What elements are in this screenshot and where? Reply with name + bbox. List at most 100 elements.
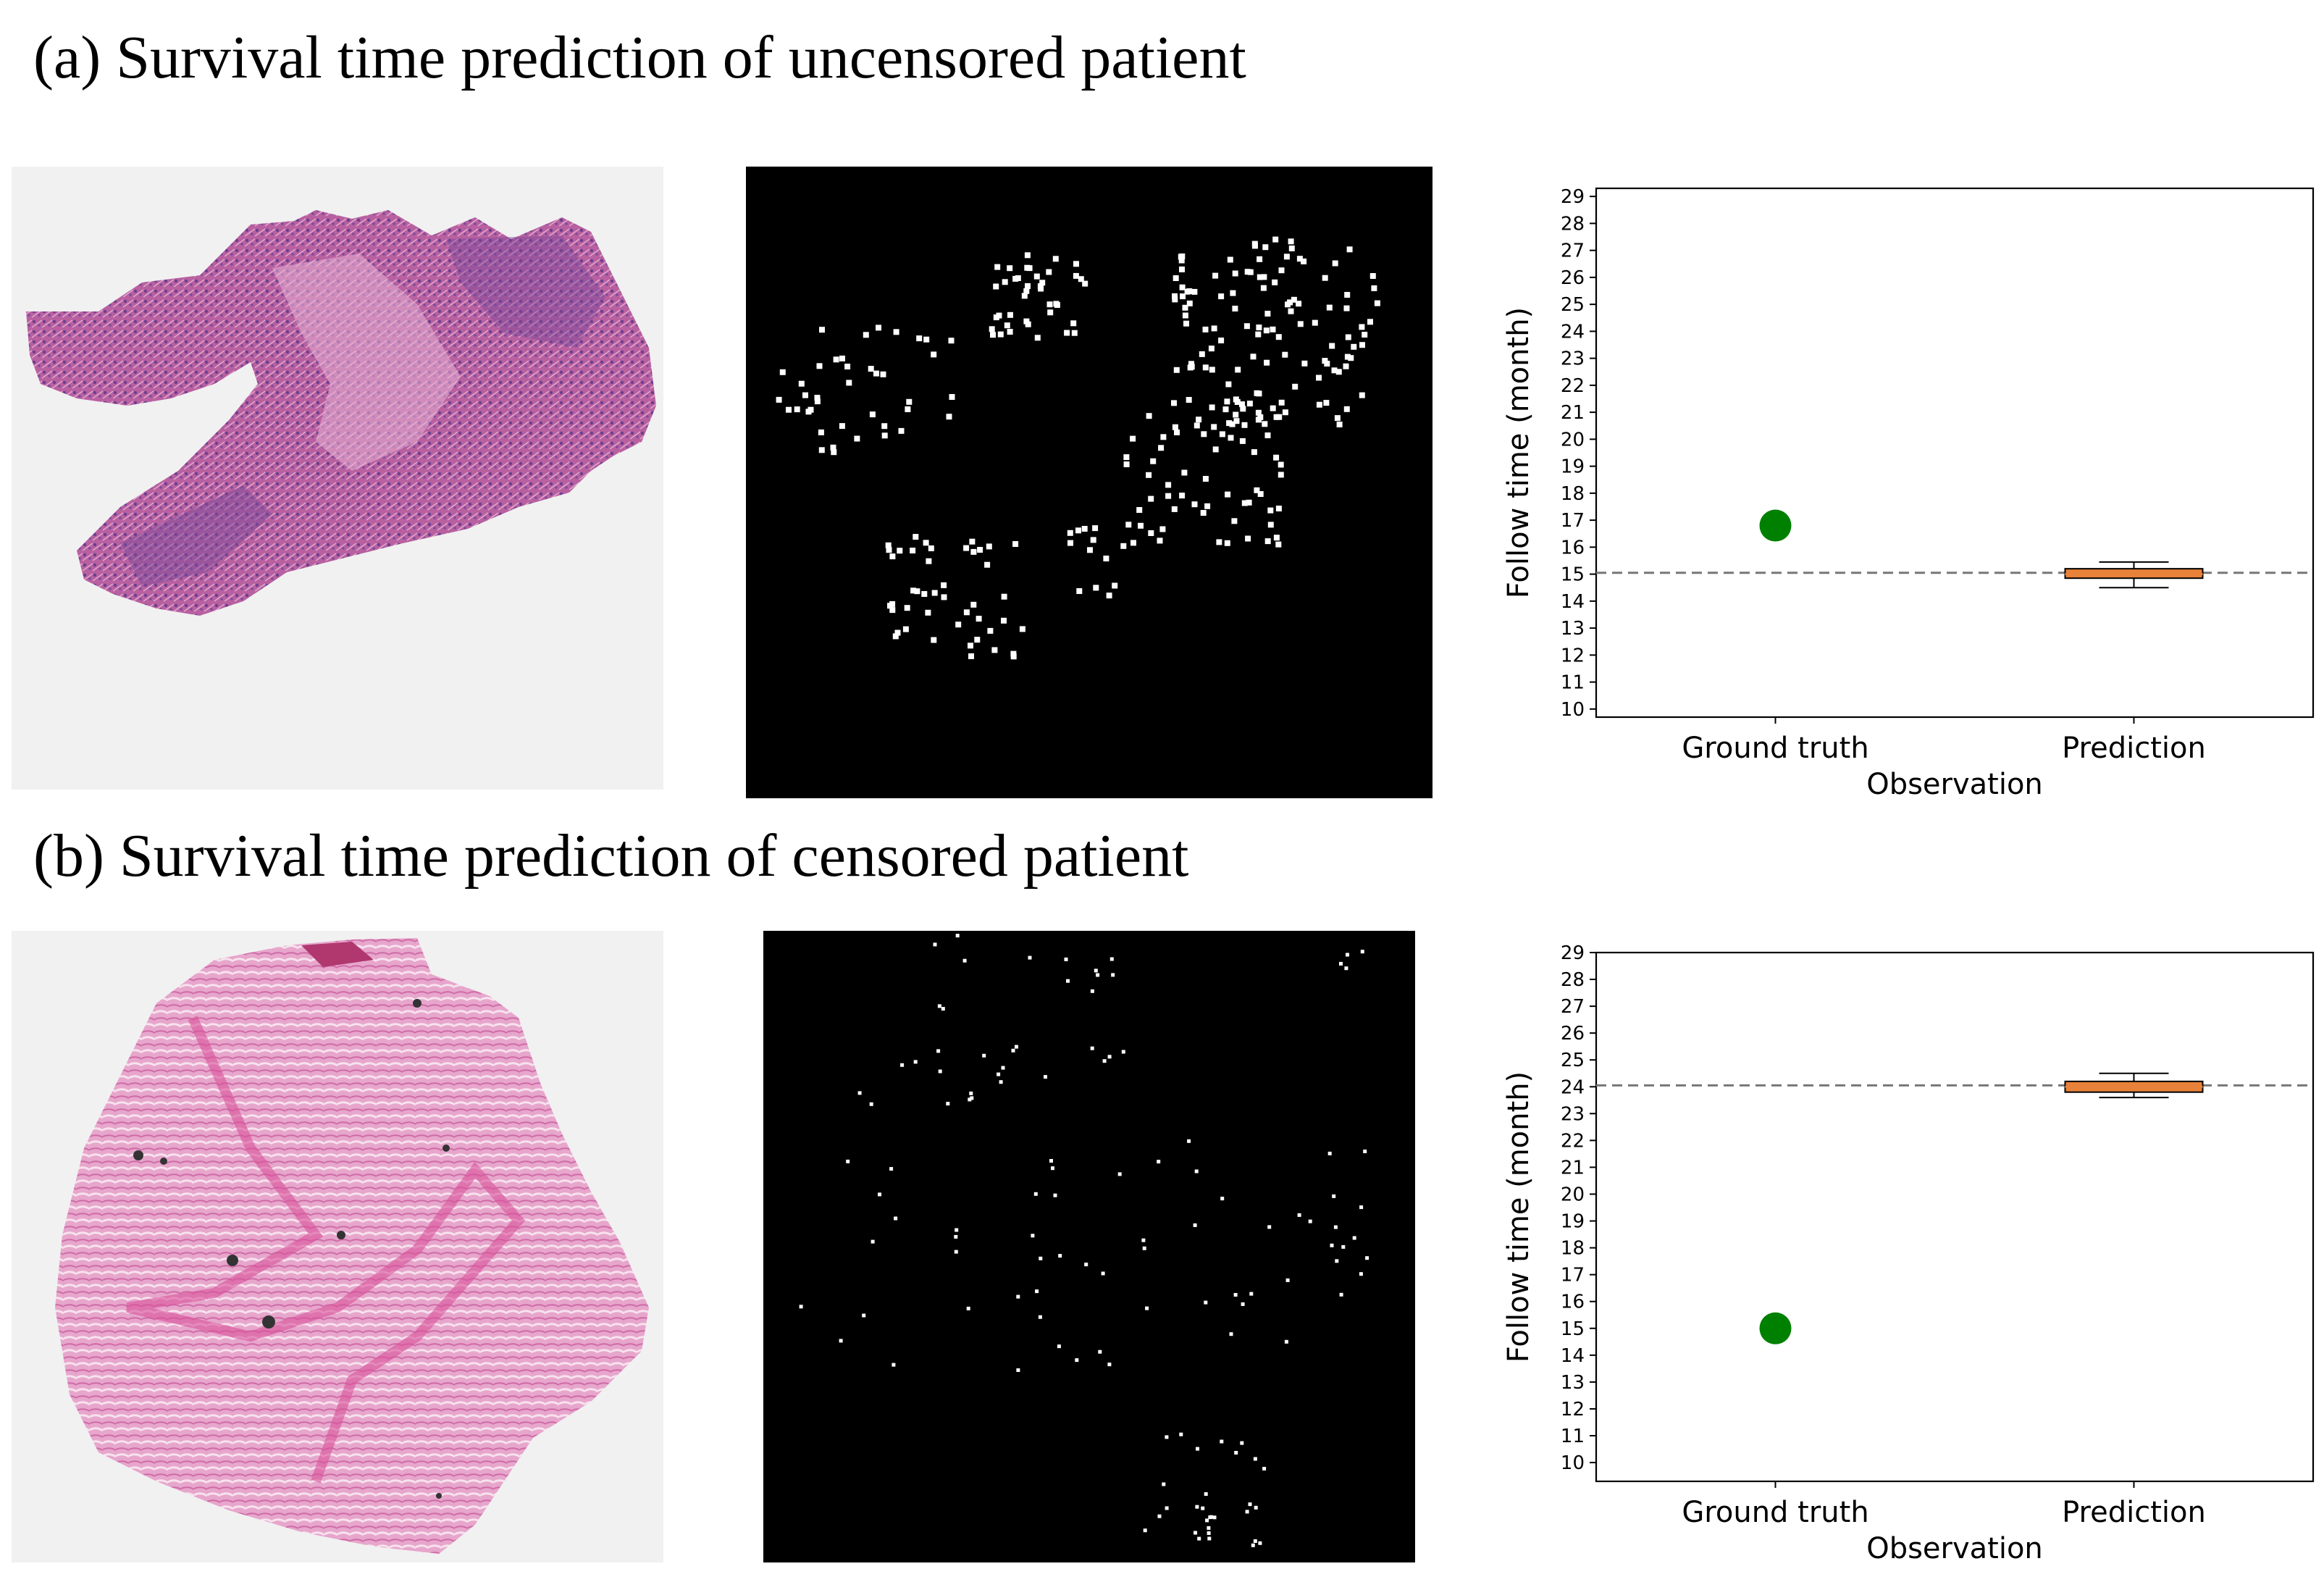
heatmap-dot: [885, 542, 892, 548]
heatmap-dot: [970, 1096, 974, 1100]
heatmap-dot: [1007, 265, 1013, 272]
y-tick-label: 24: [1561, 1076, 1585, 1098]
attention-heatmap-b: [763, 931, 1415, 1562]
heatmap-dot: [1207, 1536, 1212, 1541]
heatmap-dot: [1264, 538, 1271, 545]
heatmap-dot: [1186, 397, 1192, 403]
heatmap-dot: [931, 637, 937, 643]
heatmap-dot: [802, 392, 808, 398]
y-tick-label: 17: [1561, 1265, 1585, 1286]
heatmap-dot: [1064, 330, 1070, 336]
heatmap-dot: [1179, 266, 1185, 272]
heatmap-dot: [1224, 540, 1230, 546]
y-axis-label: Follow time (month): [1502, 307, 1535, 598]
heatmap-dot: [1232, 306, 1238, 311]
heatmap-dot: [1345, 334, 1351, 340]
heatmap-dot: [1336, 422, 1343, 427]
heatmap-dot: [1346, 953, 1349, 957]
y-tick-label: 21: [1561, 1157, 1585, 1179]
heatmap-dot: [1288, 238, 1294, 245]
heatmap-dot: [1278, 267, 1285, 274]
heatmap-dot: [1035, 1289, 1039, 1294]
x-tick-label: Ground truth: [1682, 732, 1868, 765]
heatmap-dot: [1301, 258, 1307, 264]
heatmap-dot: [991, 647, 998, 653]
heatmap-dot: [1287, 299, 1293, 306]
heatmap-dot: [1188, 361, 1194, 367]
heatmap-dot: [1070, 320, 1077, 327]
heatmap-dot: [1173, 367, 1180, 373]
heatmap-dot: [946, 414, 952, 420]
heatmap-dot: [886, 547, 892, 553]
heatmap-dot: [1044, 1075, 1047, 1079]
heatmap-dot: [889, 1167, 894, 1171]
heatmap-dot: [1001, 1066, 1005, 1070]
heatmap-dot: [931, 351, 937, 358]
heatmap-dot: [1171, 400, 1177, 406]
heatmap-dot: [1073, 272, 1079, 279]
heatmap-dot: [1270, 326, 1276, 332]
heatmap-dot: [1248, 1502, 1252, 1507]
heatmap-dot: [1117, 1172, 1122, 1176]
heatmap-dot: [941, 1007, 945, 1011]
heatmap-dot: [1243, 323, 1250, 330]
heatmap-dot: [1204, 1492, 1208, 1496]
heatmap-dot: [1173, 275, 1179, 281]
heatmap-dot: [1201, 431, 1207, 438]
heatmap-dot: [1251, 449, 1257, 456]
heatmap-dot: [1046, 269, 1052, 275]
heatmap-dot: [1046, 301, 1053, 308]
heatmap-dot: [923, 540, 929, 546]
heatmap-dot: [857, 1091, 862, 1095]
heatmap-dot: [1255, 417, 1262, 423]
heatmap-dot: [839, 1339, 843, 1343]
heatmap-dot: [1244, 269, 1251, 275]
heatmap-dot: [1264, 311, 1271, 317]
y-tick-label: 11: [1561, 672, 1585, 694]
plot-frame: [1595, 951, 2315, 1483]
heatmap-dot: [1178, 254, 1184, 260]
heatmap-dot: [931, 590, 938, 596]
heatmap-dot: [968, 1097, 972, 1102]
heatmap-dot: [1240, 406, 1246, 412]
heatmap-dot: [1270, 405, 1276, 411]
heatmap-dot: [1326, 304, 1333, 311]
heatmap-dot: [1241, 422, 1248, 428]
heatmap-dot: [1002, 279, 1008, 285]
heatmap-dot: [1362, 332, 1368, 338]
heatmap-dot: [1180, 293, 1186, 300]
y-tick-label: 14: [1561, 1345, 1585, 1367]
plot-frame: [1595, 187, 2315, 719]
heatmap-dot: [1165, 482, 1172, 488]
heatmap-dot: [833, 356, 839, 363]
heatmap-dot: [1157, 1514, 1162, 1518]
heatmap-dot: [892, 633, 899, 640]
heatmap-dot: [1093, 585, 1099, 591]
heatmap-dot: [928, 545, 934, 551]
heatmap-dot: [1284, 1339, 1288, 1344]
heatmap-dot: [807, 406, 814, 413]
heatmap-dot: [776, 396, 782, 403]
heatmap-dot: [910, 587, 917, 594]
heatmap-dot: [1335, 369, 1342, 375]
y-tick-label: 27: [1561, 996, 1585, 1018]
heatmap-dot: [1026, 265, 1033, 272]
heatmap-dot: [1194, 1531, 1197, 1535]
heatmap-dot: [941, 582, 947, 588]
y-tick-label: 16: [1561, 537, 1585, 558]
heatmap-dot: [1012, 541, 1019, 547]
heatmap-dot: [894, 1216, 898, 1221]
y-tick-label: 18: [1561, 1238, 1585, 1260]
heatmap-dot: [1348, 355, 1354, 361]
heatmap-dot: [1158, 445, 1165, 451]
heatmap-dot: [1308, 1219, 1312, 1223]
heatmap-dot: [1288, 245, 1295, 251]
heatmap-dot: [1329, 343, 1335, 349]
heatmap-dot: [892, 1363, 896, 1367]
ground-truth-marker: [1759, 1312, 1792, 1344]
y-tick-label: 15: [1561, 1318, 1585, 1340]
heatmap-dot: [1301, 360, 1308, 367]
heatmap-dot: [1090, 989, 1094, 993]
y-tick-label: 23: [1561, 1103, 1585, 1125]
heatmap-dot: [1096, 973, 1100, 977]
